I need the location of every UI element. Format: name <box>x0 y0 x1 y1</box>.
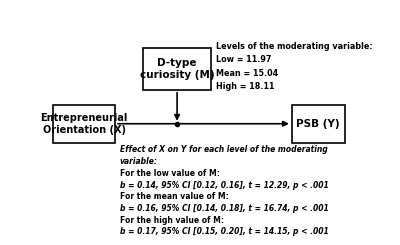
Text: b = 0.14, 95% CI [0.12, 0.16], t = 12.29, p < .001: b = 0.14, 95% CI [0.12, 0.16], t = 12.29… <box>120 181 328 190</box>
Text: b = 0.17, 95% CI [0.15, 0.20], t = 14.15, p < .001: b = 0.17, 95% CI [0.15, 0.20], t = 14.15… <box>120 227 328 236</box>
Text: For the low value of M:: For the low value of M: <box>120 169 220 178</box>
Text: Low = 11.97: Low = 11.97 <box>216 55 271 64</box>
Text: b = 0.16, 95% CI [0.14, 0.18], t = 16.74, p < .001: b = 0.16, 95% CI [0.14, 0.18], t = 16.74… <box>120 204 328 213</box>
FancyBboxPatch shape <box>292 105 344 143</box>
Text: Levels of the moderating variable:: Levels of the moderating variable: <box>216 42 372 51</box>
FancyBboxPatch shape <box>53 105 115 143</box>
Text: Effect of X on Y for each level of the moderating: Effect of X on Y for each level of the m… <box>120 146 328 154</box>
Text: For the high value of M:: For the high value of M: <box>120 216 224 225</box>
FancyBboxPatch shape <box>143 48 211 90</box>
Text: variable:: variable: <box>120 157 158 166</box>
Text: For the mean value of M:: For the mean value of M: <box>120 192 228 201</box>
Text: High = 18.11: High = 18.11 <box>216 82 274 91</box>
Text: D-type
curiosity (M): D-type curiosity (M) <box>140 58 214 80</box>
Text: Entrepreneurial
Orientation (X): Entrepreneurial Orientation (X) <box>40 113 128 135</box>
Text: PSB (Y): PSB (Y) <box>296 119 340 129</box>
Text: Mean = 15.04: Mean = 15.04 <box>216 69 278 78</box>
